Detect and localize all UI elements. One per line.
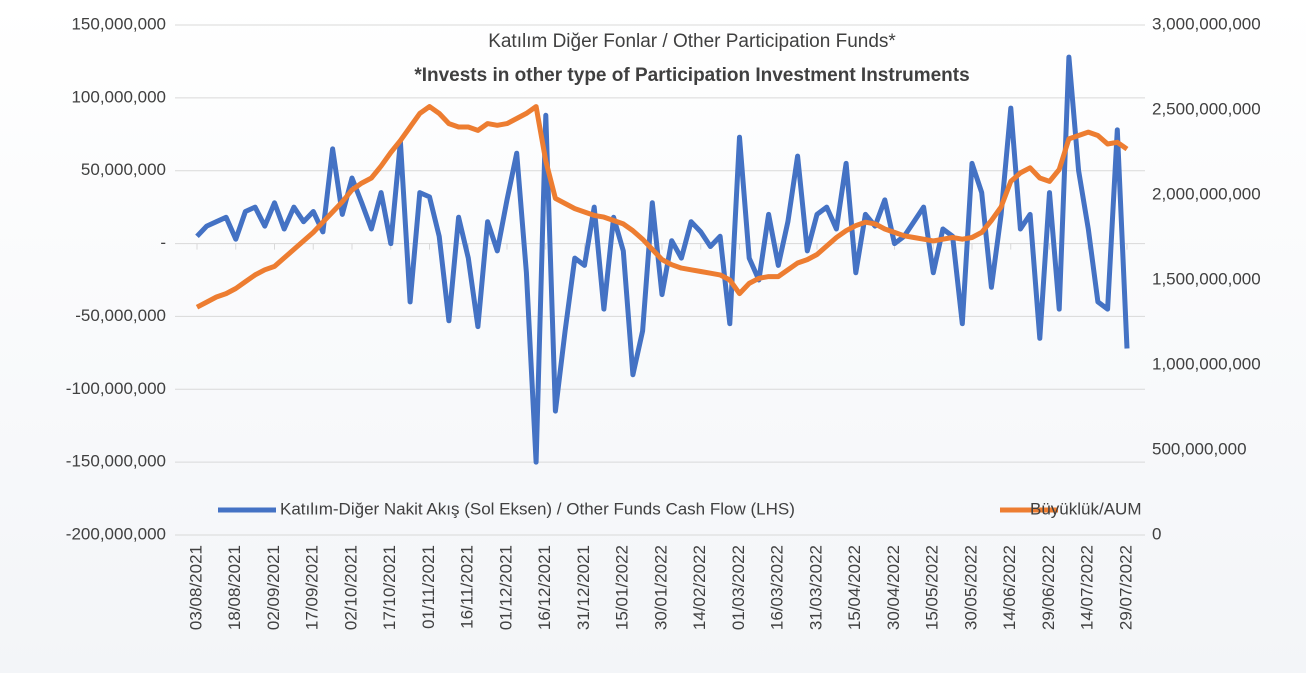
x-tick-label: 17/10/2021 bbox=[380, 545, 399, 630]
legend-label: Katılım-Diğer Nakit Akış (Sol Eksen) / O… bbox=[280, 499, 795, 518]
line-series bbox=[195, 104, 1129, 310]
y2-tick-label: 0 bbox=[1152, 524, 1161, 543]
x-tick-label: 31/03/2022 bbox=[806, 545, 825, 630]
x-tick-label: 15/01/2022 bbox=[613, 545, 632, 630]
y2-tick-label: 2,500,000,000 bbox=[1152, 99, 1261, 118]
y-tick-label: -50,000,000 bbox=[75, 306, 166, 325]
legend-label: Büyüklük/AUM bbox=[1030, 499, 1141, 518]
x-tick-label: 03/08/2021 bbox=[186, 545, 205, 630]
y-tick-label: 100,000,000 bbox=[71, 87, 166, 106]
y2-tick-label: 2,000,000,000 bbox=[1152, 184, 1261, 203]
x-tick-label: 18/08/2021 bbox=[225, 545, 244, 630]
x-tick-label: 02/09/2021 bbox=[264, 545, 283, 630]
x-tick-label: 01/12/2021 bbox=[496, 545, 515, 630]
y2-tick-label: 3,000,000,000 bbox=[1152, 14, 1261, 33]
x-tick-label: 16/11/2021 bbox=[458, 545, 477, 629]
x-tick-label: 29/06/2022 bbox=[1039, 545, 1058, 630]
y2-tick-label: 500,000,000 bbox=[1152, 439, 1247, 458]
x-tick-label: 29/07/2022 bbox=[1116, 545, 1135, 630]
x-tick-label: 14/02/2022 bbox=[690, 545, 709, 630]
x-tick-label: 31/12/2021 bbox=[574, 545, 593, 630]
x-tick-label: 30/05/2022 bbox=[961, 545, 980, 630]
x-tick-label: 15/04/2022 bbox=[845, 545, 864, 630]
x-tick-label: 14/06/2022 bbox=[1000, 545, 1019, 630]
y-tick-label: 50,000,000 bbox=[81, 160, 166, 179]
x-tick-label: 30/01/2022 bbox=[651, 545, 670, 630]
chart-subtitle: *Invests in other type of Participation … bbox=[414, 65, 969, 86]
x-tick-label: 01/03/2022 bbox=[729, 545, 748, 630]
chart-title: Katılım Diğer Fonlar / Other Participati… bbox=[488, 31, 896, 52]
x-tick-label: 01/11/2021 bbox=[419, 545, 438, 629]
y-tick-label: - bbox=[160, 233, 166, 252]
x-tick-label: 16/12/2021 bbox=[535, 545, 554, 630]
x-tick-label: 02/10/2021 bbox=[341, 545, 360, 630]
x-tick-label: 14/07/2022 bbox=[1078, 545, 1097, 630]
x-tick-label: 17/09/2021 bbox=[303, 545, 322, 630]
line-series bbox=[195, 54, 1130, 465]
y-tick-label: -200,000,000 bbox=[66, 524, 166, 543]
x-tick-label: 15/05/2022 bbox=[923, 545, 942, 630]
x-tick-label: 16/03/2022 bbox=[768, 545, 787, 630]
y-tick-label: -100,000,000 bbox=[66, 379, 166, 398]
y-tick-label: 150,000,000 bbox=[71, 14, 166, 33]
y-tick-label: -150,000,000 bbox=[66, 452, 166, 471]
x-tick-label: 30/04/2022 bbox=[884, 545, 903, 630]
y2-tick-label: 1,000,000,000 bbox=[1152, 354, 1261, 373]
y2-tick-label: 1,500,000,000 bbox=[1152, 269, 1261, 288]
